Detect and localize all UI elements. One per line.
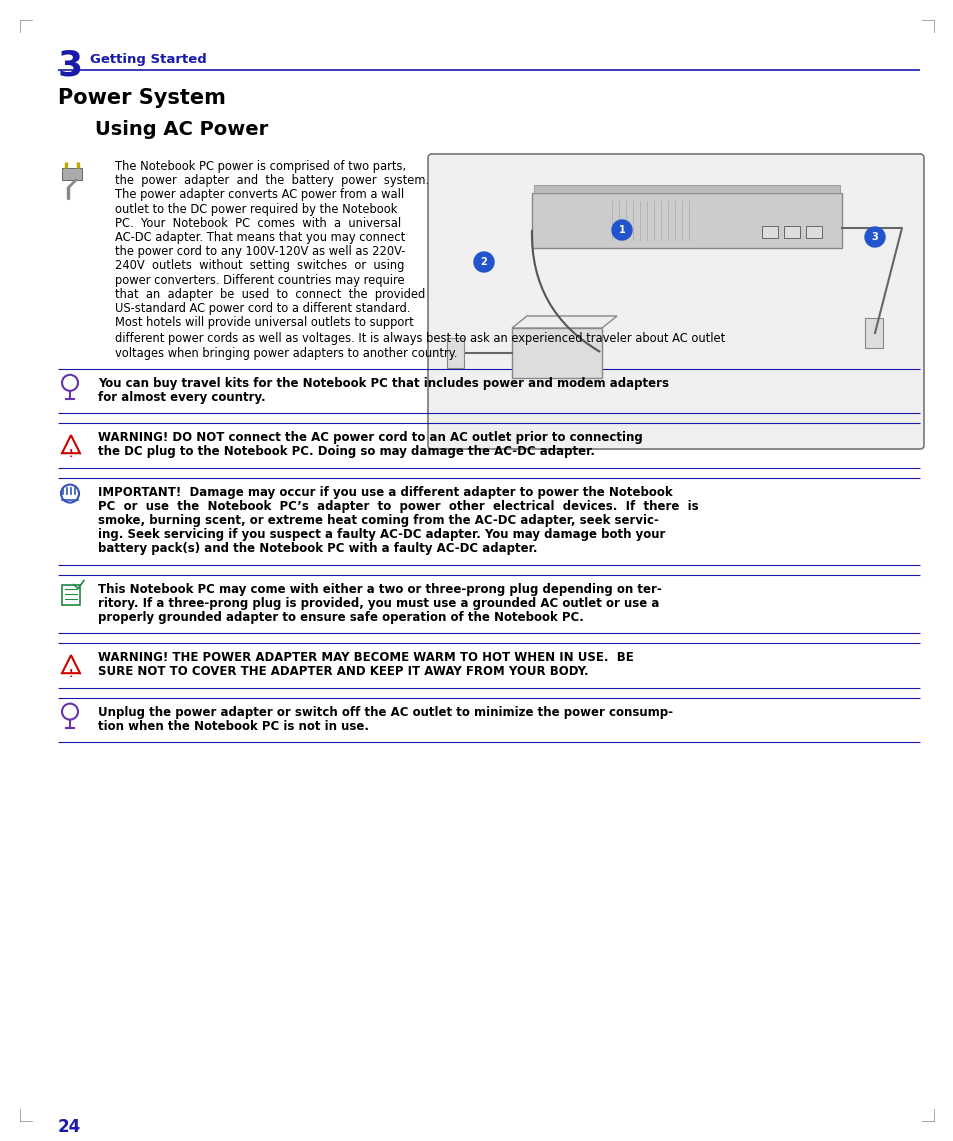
Text: The Notebook PC power is comprised of two parts,: The Notebook PC power is comprised of tw… <box>115 160 406 173</box>
Text: Power System: Power System <box>58 88 226 108</box>
Text: WARNING! THE POWER ADAPTER MAY BECOME WARM TO HOT WHEN IN USE.  BE: WARNING! THE POWER ADAPTER MAY BECOME WA… <box>98 652 633 664</box>
Text: This Notebook PC may come with either a two or three-prong plug depending on ter: This Notebook PC may come with either a … <box>98 583 661 596</box>
Text: the  power  adapter  and  the  battery  power  system.: the power adapter and the battery power … <box>115 175 429 187</box>
Text: outlet to the DC power required by the Notebook: outlet to the DC power required by the N… <box>115 203 397 216</box>
Text: The power adapter converts AC power from a wall: The power adapter converts AC power from… <box>115 188 404 202</box>
Text: tion when the Notebook PC is not in use.: tion when the Notebook PC is not in use. <box>98 720 369 733</box>
Text: 240V  outlets  without  setting  switches  or  using: 240V outlets without setting switches or… <box>115 259 404 273</box>
Text: 3: 3 <box>871 232 878 242</box>
Text: Using AC Power: Using AC Power <box>95 120 268 139</box>
Text: WARNING! DO NOT connect the AC power cord to an AC outlet prior to connecting: WARNING! DO NOT connect the AC power cor… <box>98 431 642 444</box>
Text: PC  or  use  the  Notebook  PC’s  adapter  to  power  other  electrical  devices: PC or use the Notebook PC’s adapter to p… <box>98 500 698 512</box>
Bar <box>864 318 882 348</box>
Text: that  an  adapter  be  used  to  connect  the  provided: that an adapter be used to connect the p… <box>115 288 425 301</box>
Text: ritory. If a three-prong plug is provided, you must use a grounded AC outlet or : ritory. If a three-prong plug is provide… <box>98 597 659 609</box>
Bar <box>534 185 840 193</box>
Text: the power cord to any 100V-120V as well as 220V-: the power cord to any 100V-120V as well … <box>115 245 405 258</box>
Circle shape <box>864 227 884 246</box>
Text: 2: 2 <box>480 257 487 267</box>
Text: You can buy travel kits for the Notebook PC that includes power and modem adapte: You can buy travel kits for the Notebook… <box>98 377 668 390</box>
Text: US-standard AC power cord to a different standard.: US-standard AC power cord to a different… <box>115 302 410 315</box>
Text: !: ! <box>69 670 73 679</box>
Text: power converters. Different countries may require: power converters. Different countries ma… <box>115 274 404 286</box>
Bar <box>532 193 841 248</box>
Text: voltages when bringing power adapters to another country.: voltages when bringing power adapters to… <box>115 347 457 359</box>
Text: properly grounded adapter to ensure safe operation of the Notebook PC.: properly grounded adapter to ensure safe… <box>98 610 583 624</box>
Text: IMPORTANT!  Damage may occur if you use a different adapter to power the Noteboo: IMPORTANT! Damage may occur if you use a… <box>98 486 672 499</box>
Text: different power cords as well as voltages. It is always best to ask an experienc: different power cords as well as voltage… <box>115 332 724 346</box>
Text: AC-DC adapter. That means that you may connect: AC-DC adapter. That means that you may c… <box>115 230 405 244</box>
Polygon shape <box>512 327 601 378</box>
Polygon shape <box>512 316 617 327</box>
Bar <box>447 338 463 369</box>
Text: Most hotels will provide universal outlets to support: Most hotels will provide universal outle… <box>115 316 414 330</box>
Text: SURE NOT TO COVER THE ADAPTER AND KEEP IT AWAY FROM YOUR BODY.: SURE NOT TO COVER THE ADAPTER AND KEEP I… <box>98 665 588 679</box>
Circle shape <box>474 252 494 272</box>
Text: for almost every country.: for almost every country. <box>98 391 265 404</box>
Text: Getting Started: Getting Started <box>90 52 207 66</box>
Text: smoke, burning scent, or extreme heat coming from the AC-DC adapter, seek servic: smoke, burning scent, or extreme heat co… <box>98 513 659 527</box>
FancyBboxPatch shape <box>428 154 923 450</box>
Text: !: ! <box>69 450 73 459</box>
Text: 24: 24 <box>58 1118 81 1136</box>
Text: 3: 3 <box>58 48 83 82</box>
Circle shape <box>612 220 631 240</box>
Text: battery pack(s) and the Notebook PC with a faulty AC-DC adapter.: battery pack(s) and the Notebook PC with… <box>98 542 537 556</box>
Text: the DC plug to the Notebook PC. Doing so may damage the AC-DC adapter.: the DC plug to the Notebook PC. Doing so… <box>98 445 595 459</box>
Polygon shape <box>62 168 82 180</box>
Text: ing. Seek servicing if you suspect a faulty AC-DC adapter. You may damage both y: ing. Seek servicing if you suspect a fau… <box>98 528 664 541</box>
Text: PC.  Your  Notebook  PC  comes  with  a  universal: PC. Your Notebook PC comes with a univer… <box>115 217 400 229</box>
Text: 1: 1 <box>618 225 625 235</box>
Text: Unplug the power adapter or switch off the AC outlet to minimize the power consu: Unplug the power adapter or switch off t… <box>98 705 672 719</box>
Bar <box>805 226 821 238</box>
Bar <box>783 226 800 238</box>
Bar <box>761 226 778 238</box>
Bar <box>62 584 80 605</box>
